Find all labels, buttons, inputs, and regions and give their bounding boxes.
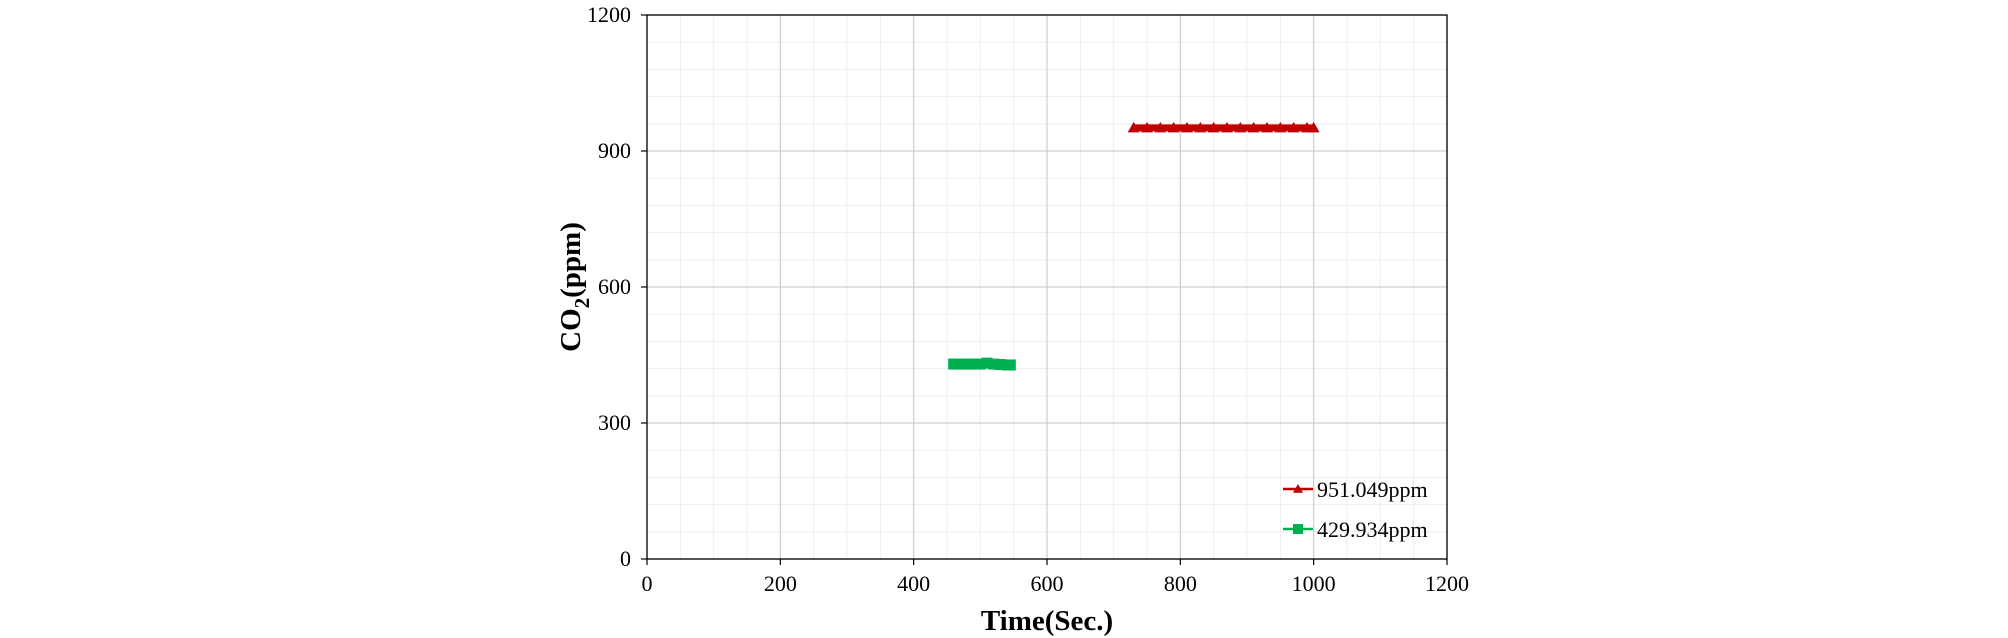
y-tick-label: 600 [598, 274, 631, 299]
legend-label-green: 429.934ppm [1317, 517, 1428, 542]
legend-label-red: 951.049ppm [1317, 477, 1428, 502]
data-point-square [948, 358, 960, 370]
data-point-triangle [1261, 121, 1273, 133]
legend: 951.049ppm 429.934ppm [1283, 477, 1428, 542]
x-axis-title: Time(Sec.) [981, 605, 1113, 637]
data-point-square [981, 357, 993, 369]
y-tick-label: 900 [598, 138, 631, 163]
data-point-triangle [1181, 121, 1193, 133]
data-point-triangle [1307, 121, 1320, 133]
y-axis-title-main: CO [555, 308, 587, 352]
x-tick-label: 400 [897, 571, 930, 596]
data-point-triangle [1247, 121, 1260, 133]
y-tick-label: 300 [598, 410, 631, 435]
data-point-triangle [1221, 121, 1233, 133]
x-tick-label: 600 [1031, 571, 1064, 596]
y-tick-label: 1200 [587, 2, 631, 27]
series-0 [1127, 121, 1320, 133]
y-axis-ticks: 0 300 600 900 1200 [587, 2, 647, 571]
data-point-square [994, 359, 1006, 371]
y-axis-title: CO2(ppm) [555, 222, 594, 352]
x-tick-label: 1200 [1425, 571, 1469, 596]
series-layer [948, 121, 1320, 371]
data-point-triangle [1274, 121, 1287, 133]
triangle-marker-icon [1293, 484, 1303, 493]
x-tick-label: 200 [764, 571, 797, 596]
y-axis-title-unit: (ppm) [555, 222, 587, 298]
data-point-square [974, 358, 986, 370]
data-point-square [968, 358, 980, 370]
data-point-square [954, 358, 966, 370]
series-1 [948, 357, 1016, 371]
x-axis-ticks: 0 200 400 600 800 1000 1200 [642, 559, 1469, 596]
x-tick-label: 0 [642, 571, 653, 596]
data-point-triangle [1287, 121, 1300, 133]
data-point-square [1004, 359, 1016, 371]
data-point-triangle [1167, 121, 1180, 133]
data-point-triangle [1194, 121, 1207, 133]
x-tick-label: 1000 [1292, 571, 1336, 596]
square-marker-icon [1293, 524, 1303, 534]
data-point-triangle [1127, 121, 1140, 133]
data-point-square [961, 358, 973, 370]
data-point-triangle [1141, 121, 1153, 133]
data-point-triangle [1154, 121, 1167, 133]
legend-entry-green: 429.934ppm [1283, 517, 1428, 542]
data-point-triangle [1207, 121, 1220, 133]
y-axis-title-subscript: 2 [570, 298, 594, 309]
legend-entry-red: 951.049ppm [1283, 477, 1428, 502]
x-tick-label: 800 [1164, 571, 1197, 596]
data-point-square [988, 358, 1000, 370]
y-tick-label: 0 [620, 546, 631, 571]
data-point-triangle [1234, 121, 1247, 133]
